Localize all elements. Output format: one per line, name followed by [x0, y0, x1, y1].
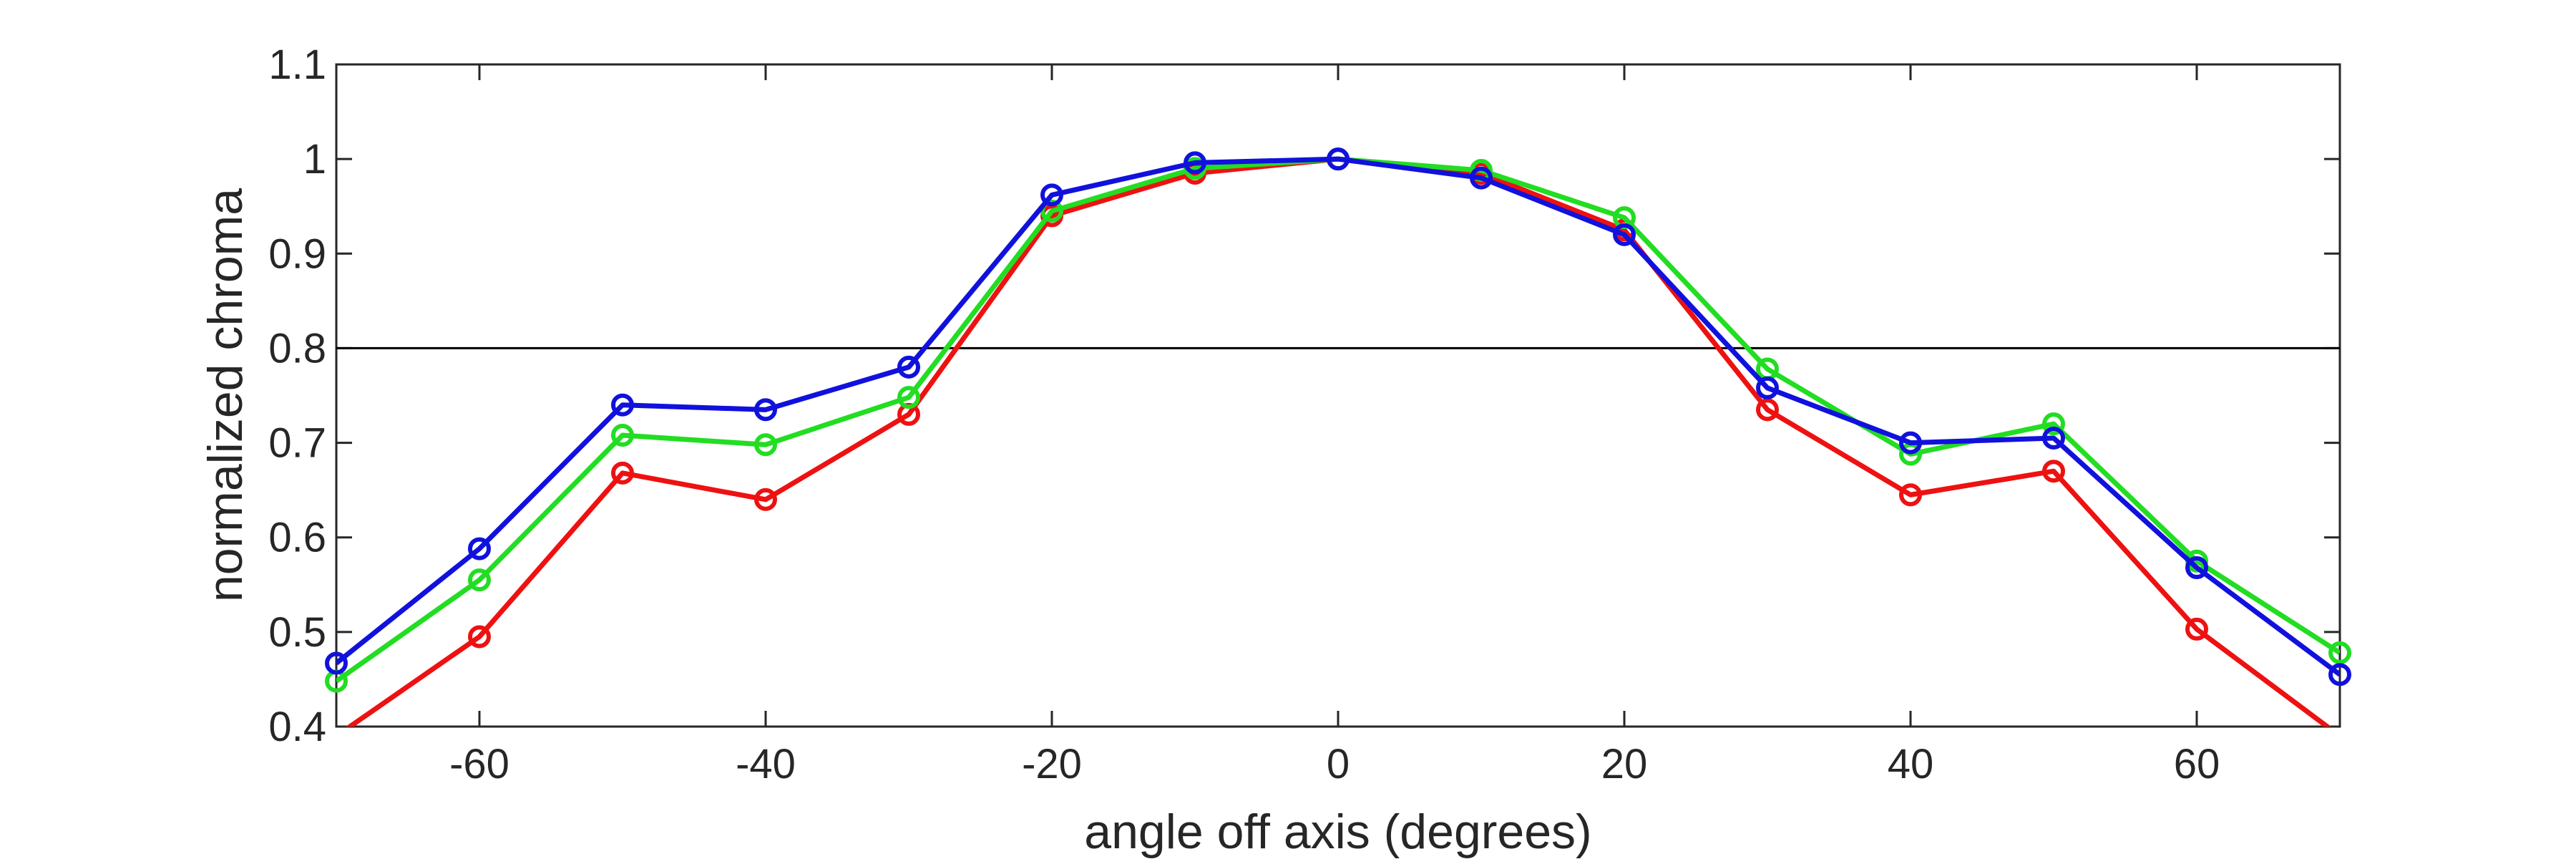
tick-labels: -60 -40 -20 0 20 40 60 0.4 0.5 0.6 0.7 0.8 0.9 1 1.1	[268, 42, 2220, 787]
data-point	[2042, 412, 2065, 436]
data-point	[1899, 483, 1922, 507]
data-point	[325, 651, 348, 675]
data-point	[468, 625, 491, 649]
data-point	[1756, 398, 1779, 422]
data-point	[1040, 199, 1063, 223]
data-point	[2185, 617, 2208, 641]
data-point	[897, 386, 920, 409]
data-point	[611, 424, 634, 447]
y-tick-label: 1.1	[268, 42, 326, 88]
data-point	[897, 355, 920, 379]
data-point	[2185, 556, 2208, 579]
data-point	[1899, 431, 1922, 455]
data-point	[2042, 426, 2065, 450]
series-2	[325, 147, 2351, 686]
data-point	[468, 568, 491, 592]
data-point	[754, 398, 777, 422]
data-point	[754, 487, 777, 511]
plot-area	[335, 63, 2341, 728]
y-tick-label: 0.5	[268, 609, 326, 656]
data-point	[754, 433, 777, 457]
data-point	[1184, 151, 1206, 175]
x-tick-label: 20	[1601, 741, 1648, 787]
series-layer	[325, 147, 2351, 727]
data-point	[611, 461, 634, 485]
y-tick-label: 0.4	[268, 704, 326, 750]
y-tick-label: 1	[303, 136, 326, 183]
y-tick-label: 0.6	[268, 515, 326, 561]
x-tick-label: 40	[1888, 741, 1934, 787]
data-point	[468, 537, 491, 560]
data-point	[2328, 641, 2351, 664]
data-point	[1756, 376, 1779, 399]
data-point	[2328, 663, 2351, 686]
data-point	[1470, 166, 1493, 190]
data-point	[2042, 460, 2065, 483]
data-point	[1040, 183, 1063, 207]
x-tick-label: -20	[1022, 741, 1082, 787]
y-tick-label: 0.9	[268, 230, 326, 277]
data-point	[1613, 223, 1636, 246]
y-tick-label: 0.8	[268, 325, 326, 372]
x-tick-label: -60	[449, 741, 509, 787]
x-tick-label: 0	[1327, 741, 1350, 787]
x-tick-label: 60	[2174, 741, 2220, 787]
y-axis-title: normalized chroma	[198, 188, 253, 602]
x-tick-label: -40	[736, 741, 796, 787]
x-axis-title: angle off axis (degrees)	[1084, 805, 1591, 859]
data-point	[1327, 147, 1350, 171]
y-tick-label: 0.7	[268, 420, 326, 467]
data-point	[611, 393, 634, 417]
series-line	[336, 156, 2340, 677]
